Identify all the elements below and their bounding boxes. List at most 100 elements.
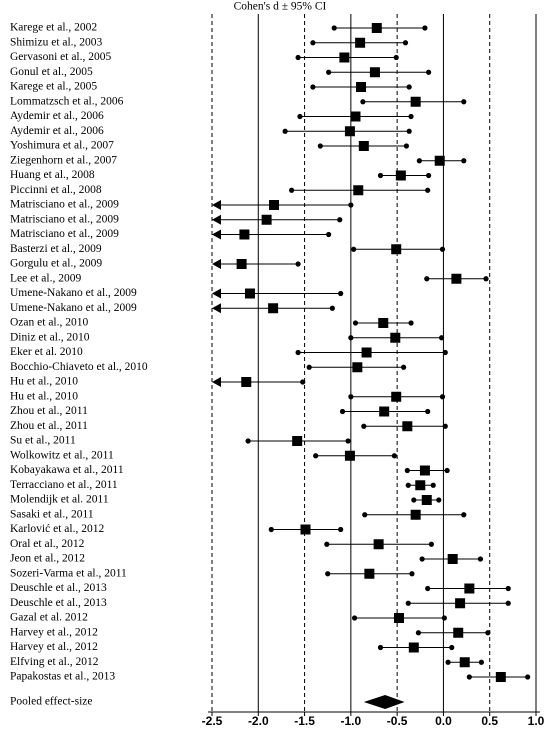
effect-square: [373, 539, 384, 550]
ci-upper: [428, 541, 434, 547]
effect-square: [408, 642, 419, 653]
effect-square: [415, 480, 426, 491]
ci-upper: [403, 143, 409, 149]
effect-square: [353, 185, 364, 196]
ci-lower: [360, 99, 366, 105]
study-label: Shimizu et al., 2003: [10, 36, 103, 48]
ci-lower: [405, 482, 411, 488]
ci-lower: [351, 246, 357, 252]
effect-square: [344, 126, 355, 137]
ci-lower: [404, 467, 410, 474]
effect-square: [402, 421, 413, 432]
ci-upper: [391, 453, 397, 459]
study-label: Zhou et al., 2011: [10, 420, 88, 432]
study-label: Molendijk et al. 2011: [10, 494, 109, 506]
effect-square: [410, 96, 421, 107]
ci-upper: [438, 335, 445, 341]
ci-upper: [337, 217, 343, 223]
ci-lower: [310, 40, 316, 46]
study-label: Ozan et al., 2010: [10, 317, 88, 329]
effect-square: [451, 273, 462, 284]
effect-square: [395, 170, 406, 181]
ci-lower: [331, 25, 337, 31]
ci-upper: [444, 467, 450, 474]
effect-square: [434, 155, 445, 166]
ci-lower: [405, 600, 411, 606]
effect-square: [369, 67, 380, 78]
effect-square: [371, 23, 382, 33]
ci-upper: [442, 349, 448, 356]
study-label: Lommatzsch et al., 2006: [10, 95, 124, 107]
ci-lower: [339, 408, 346, 415]
ci-upper: [345, 438, 351, 444]
ci-lower: [348, 335, 354, 341]
ci-upper: [505, 585, 511, 592]
effect-square: [361, 347, 372, 358]
study-label: Gervasoni et al., 2005: [10, 51, 111, 63]
ci-upper: [449, 644, 455, 651]
ci-lower: [361, 423, 367, 429]
ci-upper: [329, 305, 335, 311]
ci-lower: [324, 541, 330, 547]
effect-square: [292, 436, 303, 446]
ci-upper: [478, 659, 484, 665]
ci-upper: [483, 276, 489, 282]
ci-upper: [441, 615, 447, 621]
x-tick-label: -2.0: [248, 714, 269, 728]
ci-lower: [268, 526, 274, 533]
study-label: Su et al., 2011: [10, 435, 76, 447]
effect-square: [455, 598, 466, 609]
ci-lower: [310, 84, 316, 90]
truncation-arrow: [212, 377, 221, 387]
study-label: Deuschle et al., 2013: [10, 582, 107, 594]
ci-upper: [348, 202, 354, 208]
ci-upper: [439, 394, 446, 400]
study-label: Matrisciano et al., 2009: [10, 199, 119, 211]
effect-square: [391, 244, 402, 255]
pooled-label: Pooled effect-size: [10, 696, 93, 708]
ci-lower: [325, 571, 331, 577]
study-label: Aydemir et al., 2006: [10, 110, 104, 122]
study-label: Umene-Nakano et al., 2009: [10, 302, 137, 314]
ci-upper: [505, 600, 511, 606]
effect-square: [364, 568, 375, 579]
ci-upper: [295, 261, 301, 267]
effect-square: [495, 672, 506, 682]
x-tick-label: -2.5: [202, 714, 223, 728]
effect-square: [447, 554, 458, 564]
study-label: Karlović et al., 2012: [10, 523, 104, 535]
truncation-arrow: [212, 214, 221, 225]
effect-square: [339, 52, 350, 63]
ci-upper: [439, 246, 446, 252]
ci-upper: [326, 231, 332, 238]
study-label: Zhou et al., 2011: [10, 405, 88, 417]
ci-lower: [377, 172, 384, 179]
study-label: Oral et al., 2012: [10, 538, 85, 550]
study-label: Terracciano et al., 2011: [10, 479, 118, 491]
ci-upper: [461, 99, 467, 105]
ci-upper: [422, 25, 428, 31]
ci-lower: [466, 674, 472, 680]
truncation-arrow: [212, 288, 221, 299]
ci-upper: [300, 379, 306, 385]
ci-upper: [409, 571, 415, 577]
study-label: Aydemir et al., 2006: [10, 125, 104, 137]
study-label: Karege et al., 2005: [10, 81, 97, 93]
x-tick-label: 1.0: [528, 714, 545, 728]
study-label: Elfving et al., 2012: [10, 656, 99, 668]
ci-upper: [485, 630, 491, 636]
x-tick-label: -0.5: [387, 714, 408, 728]
ci-upper: [461, 512, 467, 518]
truncation-arrow: [212, 200, 221, 210]
effect-square: [268, 303, 279, 314]
ci-upper: [408, 320, 414, 326]
study-label: Matrisciano et al., 2009: [10, 228, 119, 240]
ci-upper: [430, 482, 436, 488]
study-label: Jeon et al., 2012: [10, 553, 85, 565]
ci-upper: [442, 423, 448, 429]
effect-square: [393, 613, 404, 623]
effect-square: [300, 524, 311, 535]
study-label: Gazal et al. 2012: [10, 612, 88, 624]
study-label: Wolkowitz et al., 2011: [10, 449, 114, 461]
truncation-arrow: [212, 259, 221, 269]
